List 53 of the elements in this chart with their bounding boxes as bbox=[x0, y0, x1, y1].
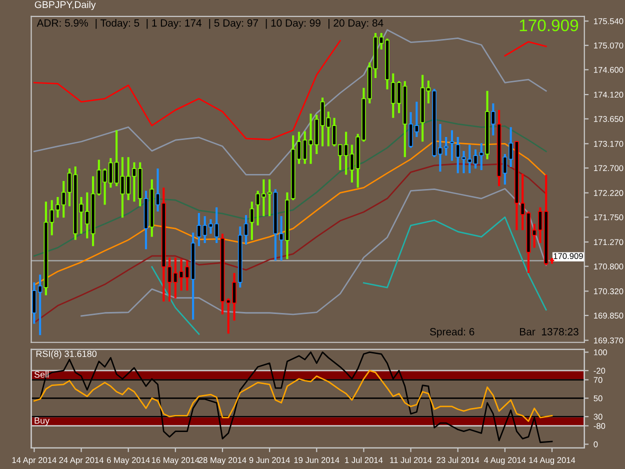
y-tick-label: 169.370 bbox=[594, 338, 624, 344]
annotation: | 20 Day: 84 bbox=[328, 19, 384, 29]
candlestick bbox=[450, 130, 454, 161]
x-tick-label: 6 May 2014 bbox=[106, 457, 150, 465]
chart-title: GBPJPY,Daily bbox=[34, 0, 96, 10]
annotation: | 10 Day: 99 bbox=[266, 19, 320, 29]
y-tick-label: 30 bbox=[594, 414, 602, 420]
y-tick-label: 173.650 bbox=[594, 116, 624, 122]
y-tick-label: 170.800 bbox=[594, 264, 624, 270]
y-tick-label: 70 bbox=[594, 376, 602, 383]
annotation: 170.909 bbox=[520, 19, 578, 32]
y-tick-label: 100 bbox=[594, 349, 607, 356]
x-tick-label: 9 Jun 2014 bbox=[249, 457, 290, 464]
y-tick-label: 175.540 bbox=[594, 18, 624, 24]
band-label: Buy bbox=[34, 417, 50, 426]
y2-tick-label: -20 bbox=[594, 368, 606, 374]
y-tick-label: 172.220 bbox=[594, 190, 624, 196]
x-tick-label: 24 Apr 2014 bbox=[59, 457, 104, 465]
x-tick-label: 19 Jun 2014 bbox=[294, 457, 340, 464]
annotation: Spread: 6 bbox=[430, 328, 474, 338]
line-series bbox=[33, 40, 341, 140]
x-tick-label: 4 Aug 2014 bbox=[484, 457, 526, 465]
x-tick-label: 1 Jul 2014 bbox=[345, 456, 383, 464]
line-series bbox=[33, 140, 547, 286]
annotation: | 1 Day: 174 bbox=[146, 19, 202, 29]
y-tick-label: 171.750 bbox=[594, 214, 624, 220]
x-tick-label: 16 May 2014 bbox=[152, 457, 200, 465]
y-tick-label: 174.600 bbox=[594, 66, 624, 73]
annotation: | Today: 5 bbox=[96, 19, 140, 29]
y-tick-label: 174.120 bbox=[594, 92, 624, 98]
x-tick-label: 14 Apr 2014 bbox=[12, 457, 56, 465]
annotation: Bar 1378:23 bbox=[520, 328, 578, 336]
y-tick-label: 175.070 bbox=[594, 42, 624, 48]
x-tick-label: 28 May 2014 bbox=[198, 457, 246, 465]
y-tick-label: 171.270 bbox=[594, 239, 624, 246]
annotation: | 5 Day: 97 bbox=[209, 19, 258, 29]
x-tick-label: 23 Jul 2014 bbox=[436, 456, 480, 464]
line-series bbox=[33, 118, 547, 257]
line-series bbox=[363, 216, 547, 310]
y-tick-label: 170.320 bbox=[594, 288, 624, 294]
annotation: ADR: 5.9% bbox=[36, 19, 88, 27]
x-tick-label: 14 Aug 2014 bbox=[529, 457, 576, 465]
y-tick-label: 173.170 bbox=[594, 140, 624, 147]
y2-tick-label: -80 bbox=[594, 423, 606, 429]
x-tick-label: 11 Jul 2014 bbox=[390, 456, 432, 464]
y-tick-label: 169.850 bbox=[594, 312, 624, 319]
y-tick-label: 50 bbox=[594, 395, 602, 402]
y-tick-label: 172.700 bbox=[594, 165, 624, 172]
chart-title: RSI(8) 31.6180 bbox=[36, 350, 97, 359]
band-label: Sell bbox=[34, 371, 48, 378]
line-series bbox=[80, 188, 547, 317]
ref-line-label: 170.909 bbox=[554, 253, 583, 260]
y-tick-label: 0 bbox=[594, 441, 598, 448]
